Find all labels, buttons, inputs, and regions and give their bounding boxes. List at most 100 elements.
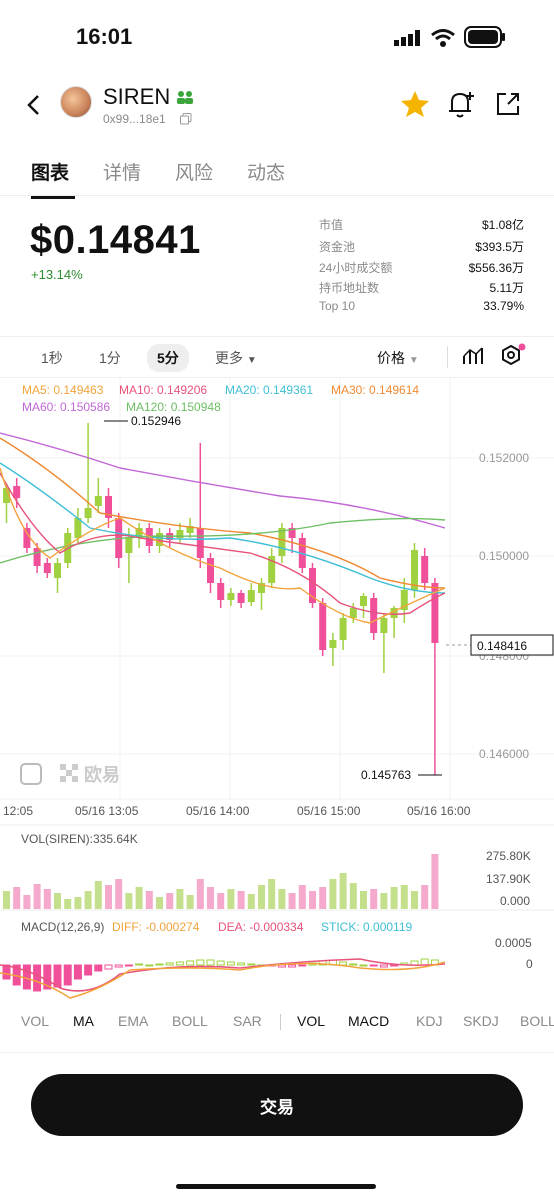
tab-underline — [31, 196, 75, 199]
volume-bar — [94, 881, 102, 909]
macd-bar — [277, 964, 286, 968]
current-price-label: 0.148416 — [477, 639, 527, 653]
candle — [3, 488, 10, 503]
macd-bar — [379, 964, 388, 968]
vol-axis-label: 275.80K — [486, 849, 531, 863]
macd-bar — [114, 964, 123, 968]
indicator-kdj[interactable]: KDJ — [416, 1013, 443, 1029]
indicator-vol-sub[interactable]: VOL — [297, 1013, 326, 1029]
macd-bar — [186, 960, 195, 966]
volume-bars — [3, 854, 439, 909]
trade-button[interactable]: 交易 — [31, 1074, 523, 1136]
volume-bar — [196, 879, 204, 909]
caret-down-icon: ▼ — [408, 355, 419, 366]
candle — [380, 618, 388, 633]
indicator-ema[interactable]: EMA — [118, 1013, 149, 1029]
vol-title: VOL(SIREN):335.64K — [21, 832, 138, 846]
indicator-skdj[interactable]: SKDJ — [463, 1013, 499, 1029]
volume-bar — [227, 889, 235, 909]
macd-bar — [145, 964, 154, 967]
ma-line — [0, 472, 446, 615]
candle — [360, 596, 367, 606]
timeframe-more[interactable]: 更多 ▼ — [215, 348, 257, 368]
caret-down-icon: ▼ — [246, 355, 257, 366]
macd-bar — [247, 963, 256, 966]
price-change: +13.14% — [31, 267, 83, 282]
volume-bar — [186, 895, 194, 909]
indicator-icon[interactable] — [462, 346, 484, 366]
y-axis-label: 0.152000 — [479, 451, 529, 465]
price-chart[interactable]: MA5: 0.149463 MA10: 0.149206 MA20: 0.149… — [0, 378, 554, 1038]
stat-label: 资金池 — [319, 240, 356, 254]
candle — [309, 568, 316, 603]
candle — [421, 556, 429, 583]
indicator-boll-sub[interactable]: BOLL — [520, 1013, 554, 1029]
timeframe-5m[interactable]: 5分 — [147, 344, 189, 372]
back-button[interactable] — [26, 92, 40, 123]
macd-bar — [165, 962, 174, 966]
indicator-ma[interactable]: MA — [73, 1013, 94, 1029]
ma120-label: MA120: 0.150948 — [126, 400, 221, 414]
volume-bar — [135, 887, 143, 909]
share-icon[interactable] — [494, 90, 522, 118]
indicator-vol[interactable]: VOL — [21, 1013, 50, 1029]
volume-bar — [3, 891, 10, 909]
price-type-label: 价格 — [377, 350, 405, 366]
tab-activity[interactable]: 动态 — [247, 163, 286, 184]
price-type-select[interactable]: 价格 ▼ — [377, 348, 419, 368]
macd-bar — [206, 959, 215, 966]
macd-bar — [73, 964, 82, 980]
candle — [94, 496, 102, 506]
stat-label: 持币地址数 — [319, 281, 380, 295]
candle — [268, 556, 276, 583]
bell-plus-icon[interactable] — [446, 88, 478, 120]
macd-dea-line — [0, 958, 446, 992]
star-icon[interactable] — [400, 90, 430, 118]
candles — [3, 423, 439, 775]
volume-bar — [64, 899, 72, 909]
stat-value: $393.5万 — [475, 240, 524, 254]
ma5-label: MA5: 0.149463 — [22, 383, 104, 397]
candle — [288, 528, 296, 538]
stat-value: $556.36万 — [468, 261, 524, 275]
candle — [339, 618, 347, 640]
macd-title: MACD(12,26,9) — [21, 920, 104, 934]
indicator-sar[interactable]: SAR — [233, 1013, 262, 1029]
indicator-macd[interactable]: MACD — [348, 1013, 390, 1029]
x-axis-label: 05/16 13:05 — [75, 804, 139, 818]
copy-icon[interactable] — [180, 113, 192, 125]
tab-details[interactable]: 详情 — [103, 163, 142, 184]
current-price-tag — [470, 634, 554, 656]
macd-diff-line — [0, 961, 446, 999]
coin-address: 0x99...18e1 — [103, 112, 166, 126]
macd-bar — [135, 963, 144, 966]
ma-line — [0, 432, 446, 529]
timeframe-1s[interactable]: 1秒 — [41, 350, 63, 366]
macd-bar — [124, 964, 133, 967]
macd-bar — [298, 964, 307, 967]
settings-icon[interactable] — [500, 343, 528, 369]
macd-bar — [33, 964, 42, 992]
timeframe-1m[interactable]: 1分 — [99, 350, 121, 366]
volume-bar — [105, 885, 112, 909]
price-value: $0.14841 — [30, 218, 201, 262]
divider — [447, 346, 448, 368]
volume-bar — [23, 895, 31, 909]
macd-dea: DEA: -0.000334 — [218, 920, 304, 934]
candle — [278, 528, 286, 556]
volume-bar — [145, 891, 153, 909]
fullscreen-icon[interactable] — [20, 763, 42, 785]
candle — [105, 496, 112, 518]
tab-chart[interactable]: 图表 — [31, 163, 70, 184]
macd-stick: STICK: 0.000119 — [321, 920, 412, 934]
stat-value: $1.08亿 — [481, 218, 524, 232]
indicator-boll[interactable]: BOLL — [172, 1013, 208, 1029]
candle — [258, 583, 265, 593]
volume-bar — [84, 891, 92, 909]
tab-risk[interactable]: 风险 — [175, 163, 214, 184]
macd-bar — [359, 964, 368, 967]
candle — [176, 530, 184, 538]
candle — [186, 526, 194, 533]
macd-bar — [175, 961, 184, 966]
macd-axis-label: 0 — [526, 957, 533, 971]
